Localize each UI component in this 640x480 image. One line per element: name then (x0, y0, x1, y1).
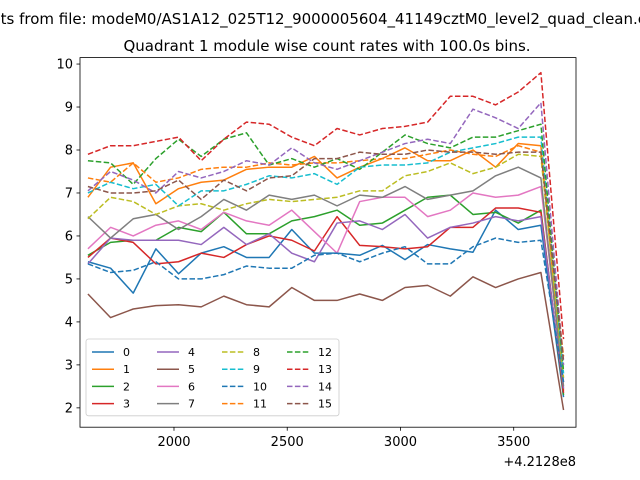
x-tick-label: 3000 (384, 435, 417, 450)
x-offset-label: +4.2128e8 (503, 455, 576, 470)
series-line-7 (87, 166, 565, 387)
series-line-8 (87, 153, 565, 378)
series-line-0 (87, 209, 565, 398)
legend-label-13: 13 (318, 363, 332, 376)
series-line-6 (87, 185, 565, 383)
legend-label-12: 12 (318, 346, 332, 359)
series-line-10 (87, 237, 565, 383)
legend-label-14: 14 (318, 380, 332, 393)
legend-label-10: 10 (253, 380, 267, 393)
series-line-15 (87, 149, 565, 361)
legend-box (85, 338, 340, 417)
y-tick-label: 10 (56, 58, 73, 73)
legend-label-4: 4 (188, 346, 195, 359)
x-tick-label: 2500 (271, 435, 304, 450)
plot-frame (79, 57, 577, 428)
y-tick-label: 4 (65, 315, 73, 330)
x-tick-label: 3500 (497, 435, 530, 450)
legend-label-2: 2 (123, 380, 130, 393)
series-line-12 (87, 123, 565, 372)
legend-label-1: 1 (123, 363, 130, 376)
legend-label-6: 6 (188, 380, 195, 393)
y-tick-label: 3 (65, 358, 73, 373)
y-tick-label: 6 (65, 229, 73, 244)
series-line-3 (87, 207, 565, 393)
legend-label-8: 8 (253, 346, 260, 359)
legend-label-15: 15 (318, 398, 332, 411)
series-line-9 (87, 136, 565, 374)
x-tick-label: 2000 (157, 435, 190, 450)
axes-title: Quadrant 1 module wise count rates with … (123, 37, 530, 55)
series-line-14 (87, 101, 565, 365)
figure-suptitle: Plots from file: modeM0/AS1A12_025T12_90… (0, 10, 640, 29)
legend-label-9: 9 (253, 363, 260, 376)
y-tick-label: 9 (65, 101, 73, 116)
legend-label-7: 7 (188, 398, 195, 411)
legend-label-11: 11 (253, 398, 267, 411)
y-tick-label: 8 (65, 144, 73, 159)
y-tick-label: 7 (65, 186, 73, 201)
y-tick-label: 5 (65, 272, 73, 287)
legend-label-5: 5 (188, 363, 195, 376)
y-ticks: 2 3 4 5 6 7 8 9 10 (56, 58, 80, 416)
legend-label-3: 3 (123, 398, 130, 411)
series-line-13 (87, 71, 565, 340)
y-tick-label: 2 (65, 401, 73, 416)
legend-label-0: 0 (123, 346, 130, 359)
series-line-2 (87, 194, 565, 396)
series-line-1 (87, 142, 565, 391)
series-line-5 (87, 271, 565, 411)
series-layer (87, 71, 565, 411)
x-ticks: 2000 2500 3000 3500 (157, 427, 530, 450)
